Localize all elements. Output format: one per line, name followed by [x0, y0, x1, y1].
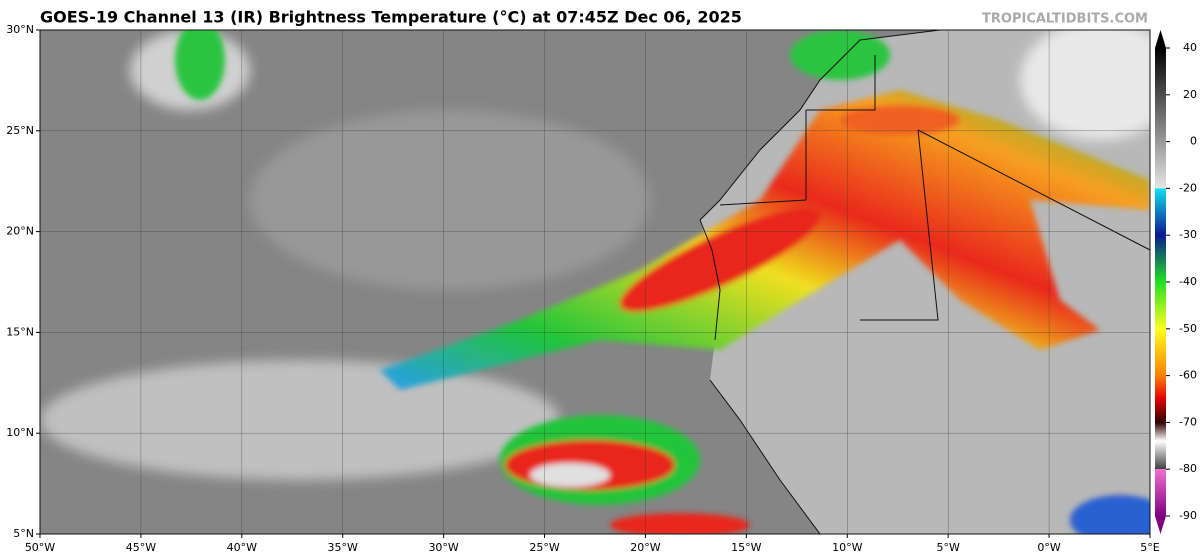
lon-label: 30°W: [428, 541, 458, 554]
colorbar-label: -70: [1179, 415, 1197, 428]
cloud: [175, 30, 225, 100]
lon-label: 20°W: [630, 541, 660, 554]
lon-label: 40°W: [227, 541, 257, 554]
lon-label: 15°W: [731, 541, 761, 554]
lat-label: 5°N: [13, 527, 34, 540]
colorbar-label: 40: [1183, 41, 1197, 54]
colorbar-label: -50: [1179, 322, 1197, 335]
colorbar-label: -20: [1179, 181, 1197, 194]
deep-convection: [175, 30, 1150, 534]
lon-label: 35°W: [328, 541, 358, 554]
colorbar-extend-top: [1155, 30, 1166, 48]
title: GOES-19 Channel 13 (IR) Brightness Tempe…: [40, 8, 742, 27]
lon-label: 5°W: [936, 541, 959, 554]
cloud: [790, 30, 890, 80]
satellite-image: [40, 30, 1150, 534]
lat-label: 30°N: [6, 23, 34, 36]
colorbar-label: -80: [1179, 462, 1197, 475]
colorbar-extend-bottom: [1155, 516, 1166, 534]
cloud-core: [619, 208, 821, 312]
colorbar-label: -90: [1179, 509, 1197, 522]
cloud-top: [530, 463, 610, 487]
cloud: [1070, 495, 1150, 534]
colorbar-label: 20: [1183, 88, 1197, 101]
cloud: [250, 110, 650, 290]
lon-label: 45°W: [126, 541, 156, 554]
cloud: [1020, 30, 1150, 140]
lon-label: 0°W: [1037, 541, 1060, 554]
cloud: [610, 513, 750, 534]
colorbar-label: -40: [1179, 275, 1197, 288]
lat-label: 20°N: [6, 225, 34, 238]
lat-label: 15°N: [6, 325, 34, 338]
cloud-core: [840, 105, 960, 135]
cloud: [40, 360, 560, 480]
lon-label: 10°W: [832, 541, 862, 554]
watermark: TROPICALTIDBITS.COM: [982, 12, 1148, 27]
colorbar: [1155, 48, 1166, 516]
low-clouds: [40, 30, 1150, 480]
lat-label: 25°N: [6, 124, 34, 137]
lon-label: 50°W: [25, 541, 55, 554]
lat-label: 10°N: [6, 426, 34, 439]
lon-label: 25°W: [529, 541, 559, 554]
colorbar-label: -30: [1179, 228, 1197, 241]
colorbar-label: -60: [1179, 369, 1197, 382]
colorbar-label: 0: [1190, 135, 1197, 148]
coastline-borders: [699, 30, 1150, 534]
lon-label: 5°E: [1140, 541, 1159, 554]
